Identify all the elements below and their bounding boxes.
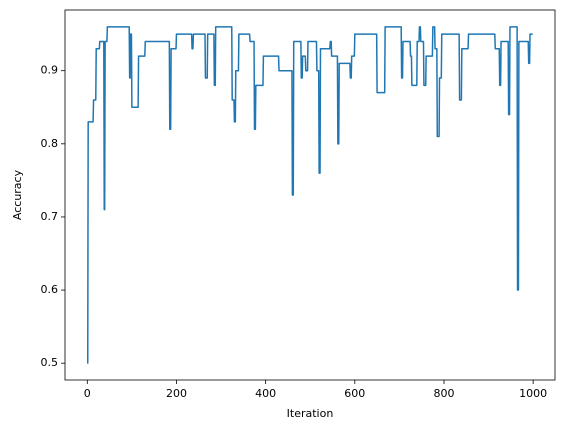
y-axis-label: Accuracy — [11, 169, 24, 220]
y-tick-label: 0.5 — [41, 356, 59, 369]
y-tick-label: 0.7 — [41, 210, 59, 223]
y-tick-label: 0.8 — [41, 137, 59, 150]
x-axis-label: Iteration — [287, 407, 334, 420]
y-tick-label: 0.6 — [41, 283, 59, 296]
x-tick-label: 400 — [255, 387, 276, 400]
x-tick-label: 800 — [433, 387, 454, 400]
y-tick-label: 0.9 — [41, 64, 59, 77]
x-tick-label: 1000 — [519, 387, 547, 400]
plot-frame — [64, 9, 556, 381]
x-tick-label: 0 — [84, 387, 91, 400]
x-tick-label: 200 — [166, 387, 187, 400]
x-tick-label: 600 — [344, 387, 365, 400]
line — [86, 26, 533, 364]
